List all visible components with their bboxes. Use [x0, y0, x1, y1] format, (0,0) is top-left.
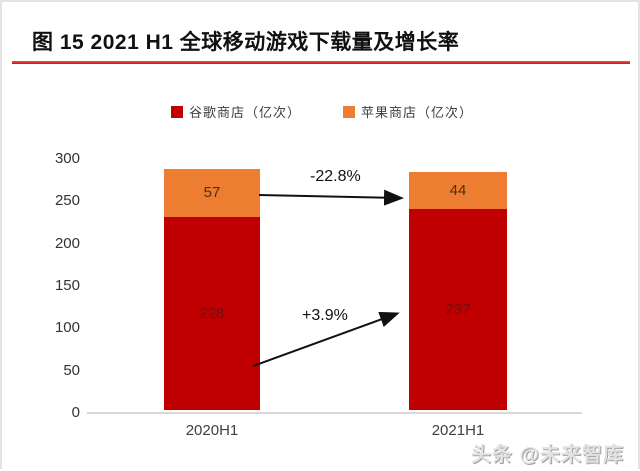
- legend-label-google: 谷歌商店（亿次）: [188, 105, 301, 120]
- annotation-google-change: +3.9%: [302, 307, 348, 324]
- x-axis-label-2021h1: 2021H1: [431, 422, 485, 439]
- bar-2020h1: 57 228: [164, 168, 260, 410]
- y-axis-tick-100: 100: [54, 319, 80, 336]
- x-axis-label-2020h1: 2020H1: [185, 422, 239, 439]
- legend-label-apple: 苹果商店（亿次）: [361, 105, 474, 120]
- decrease-arrow-icon: [258, 189, 404, 206]
- legend: 谷歌商店（亿次） 苹果商店（亿次）: [2, 102, 640, 121]
- apple-store-swatch-icon: [343, 105, 355, 118]
- value-label-google-2021h1: 237: [445, 301, 471, 319]
- value-label-google-2020h1: 228: [199, 305, 225, 322]
- legend-item-apple: 苹果商店（亿次）: [343, 102, 473, 121]
- segment-google-2021h1: 237: [409, 209, 507, 410]
- page-title: 图 15 2021 H1 全球移动游戏下载量及增长率: [32, 31, 460, 54]
- y-axis-tick-150: 150: [54, 277, 80, 294]
- segment-apple-2020h1: 57: [164, 168, 260, 217]
- watermark: 头条 @未来智库: [470, 444, 624, 466]
- segment-google-2020h1: 228: [164, 217, 260, 410]
- bar-2021h1: 44 237: [409, 172, 507, 410]
- google-store-swatch-icon: [170, 105, 183, 118]
- y-axis-tick-200: 200: [54, 235, 80, 252]
- value-label-apple-2020h1: 57: [203, 184, 221, 202]
- value-label-apple-2021h1: 44: [449, 182, 467, 200]
- segment-apple-2021h1: 44: [409, 172, 507, 210]
- title-underline: [12, 61, 630, 64]
- y-axis-tick-300: 300: [54, 150, 80, 167]
- y-axis-tick-0: 0: [71, 404, 80, 421]
- annotation-apple-change: -22.8%: [310, 168, 361, 185]
- y-axis-tick-50: 50: [63, 362, 80, 379]
- legend-item-google: 谷歌商店（亿次）: [170, 102, 301, 121]
- y-axis-tick-250: 250: [54, 192, 80, 209]
- x-axis-line: [87, 412, 582, 414]
